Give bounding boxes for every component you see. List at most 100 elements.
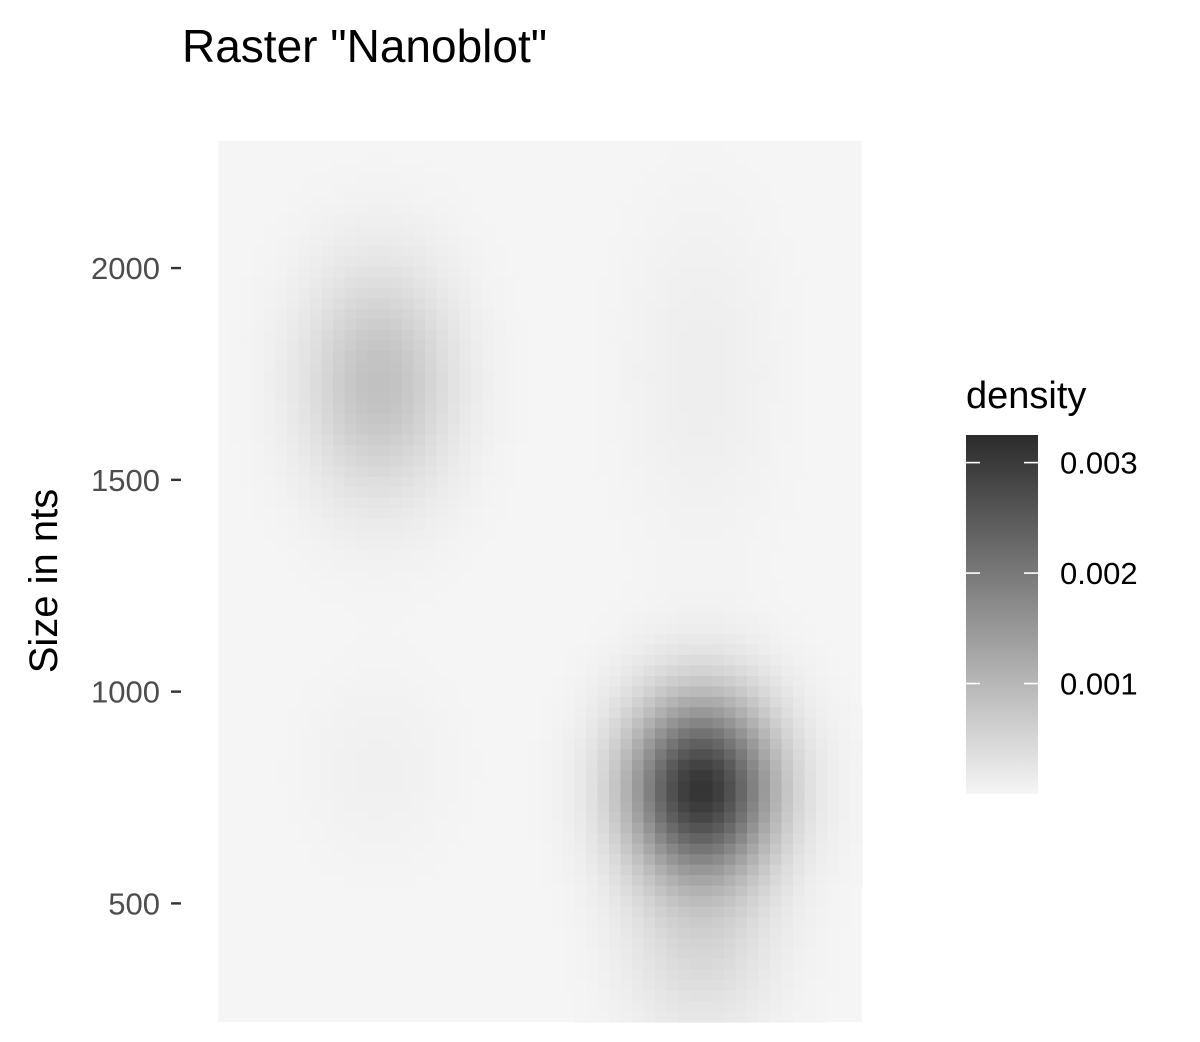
raster-cell [643, 392, 656, 404]
raster-cell [586, 843, 599, 855]
raster-cell [678, 476, 691, 488]
raster-cell [712, 340, 725, 352]
raster-cell [609, 1011, 622, 1023]
raster-cell [781, 1001, 794, 1013]
raster-cell [298, 382, 311, 394]
raster-cell [448, 497, 461, 509]
raster-cell [436, 403, 449, 415]
raster-cell [735, 1001, 748, 1013]
raster-cell [425, 256, 438, 268]
raster-cell [390, 518, 403, 530]
raster-cell [609, 801, 622, 813]
raster-cell [666, 717, 679, 729]
raster-cell [471, 413, 484, 425]
raster-cell [620, 896, 633, 908]
raster-cell [793, 371, 806, 383]
raster-cell [402, 770, 415, 782]
raster-cell [632, 518, 645, 530]
raster-cell [758, 287, 771, 299]
raster-cell [701, 319, 714, 331]
raster-cell [310, 172, 323, 184]
raster-cell [448, 308, 461, 320]
raster-cell [229, 403, 242, 415]
raster-cell [367, 445, 380, 457]
raster-cell [287, 361, 300, 373]
raster-cell [471, 497, 484, 509]
raster-cell [586, 1011, 599, 1023]
raster-cell [724, 917, 737, 929]
raster-cell [839, 875, 852, 887]
raster-cell [471, 361, 484, 373]
raster-cell [701, 550, 714, 562]
raster-cell [781, 896, 794, 908]
raster-cell [402, 707, 415, 719]
raster-cell [770, 591, 783, 604]
raster-cell [425, 245, 438, 257]
raster-cell [620, 801, 633, 813]
raster-cell [712, 581, 725, 593]
raster-cell [666, 833, 679, 845]
raster-cell [735, 350, 748, 362]
raster-cell [643, 686, 656, 698]
raster-cell [620, 581, 633, 593]
raster-cell [793, 969, 806, 981]
raster-cell [574, 833, 587, 845]
raster-cell [827, 822, 840, 834]
raster-cell [758, 266, 771, 278]
raster-cell [436, 843, 449, 855]
raster-cell [643, 413, 656, 425]
raster-cell [850, 833, 863, 845]
raster-cell [724, 466, 737, 478]
raster-cell [413, 298, 426, 310]
raster-cell [597, 959, 610, 971]
raster-cell [229, 424, 242, 436]
raster-cell [344, 203, 357, 216]
raster-cell [781, 329, 794, 341]
raster-cell [678, 969, 691, 981]
raster-cell [712, 308, 725, 320]
raster-cell [402, 350, 415, 362]
raster-cell [436, 749, 449, 761]
raster-cell [689, 245, 702, 257]
raster-cell [701, 245, 714, 257]
raster-cell [678, 906, 691, 918]
raster-cell [689, 854, 702, 866]
raster-cell [356, 759, 369, 771]
raster-cell [827, 686, 840, 698]
raster-cell [402, 361, 415, 373]
raster-cell [321, 497, 334, 509]
raster-cell [747, 182, 760, 195]
raster-cell [425, 266, 438, 278]
raster-cell [701, 948, 714, 960]
raster-cell [367, 172, 380, 184]
raster-cell [390, 791, 403, 803]
raster-cell [344, 738, 357, 750]
raster-cell [747, 938, 760, 950]
raster-cell [448, 728, 461, 740]
raster-cell [333, 822, 346, 834]
raster-cell [275, 539, 288, 551]
raster-cell [770, 602, 783, 614]
raster-cell [804, 791, 817, 803]
raster-cell [321, 686, 334, 698]
raster-cell [781, 361, 794, 373]
raster-cell [758, 413, 771, 425]
raster-cell [448, 707, 461, 719]
raster-cell [758, 749, 771, 761]
raster-cell [724, 424, 737, 436]
raster-cell [609, 602, 622, 614]
raster-cell [747, 738, 760, 750]
raster-cell [252, 445, 265, 457]
raster-cell [333, 539, 346, 551]
raster-cell [275, 466, 288, 478]
raster-cell [298, 728, 311, 740]
raster-cell [356, 224, 369, 236]
raster-cell [264, 529, 277, 541]
raster-cell [701, 843, 714, 855]
raster-cell [747, 340, 760, 352]
raster-cell [724, 445, 737, 457]
raster-cell [666, 518, 679, 530]
raster-cell [632, 654, 645, 667]
raster-cell [666, 864, 679, 876]
raster-cell [666, 759, 679, 771]
